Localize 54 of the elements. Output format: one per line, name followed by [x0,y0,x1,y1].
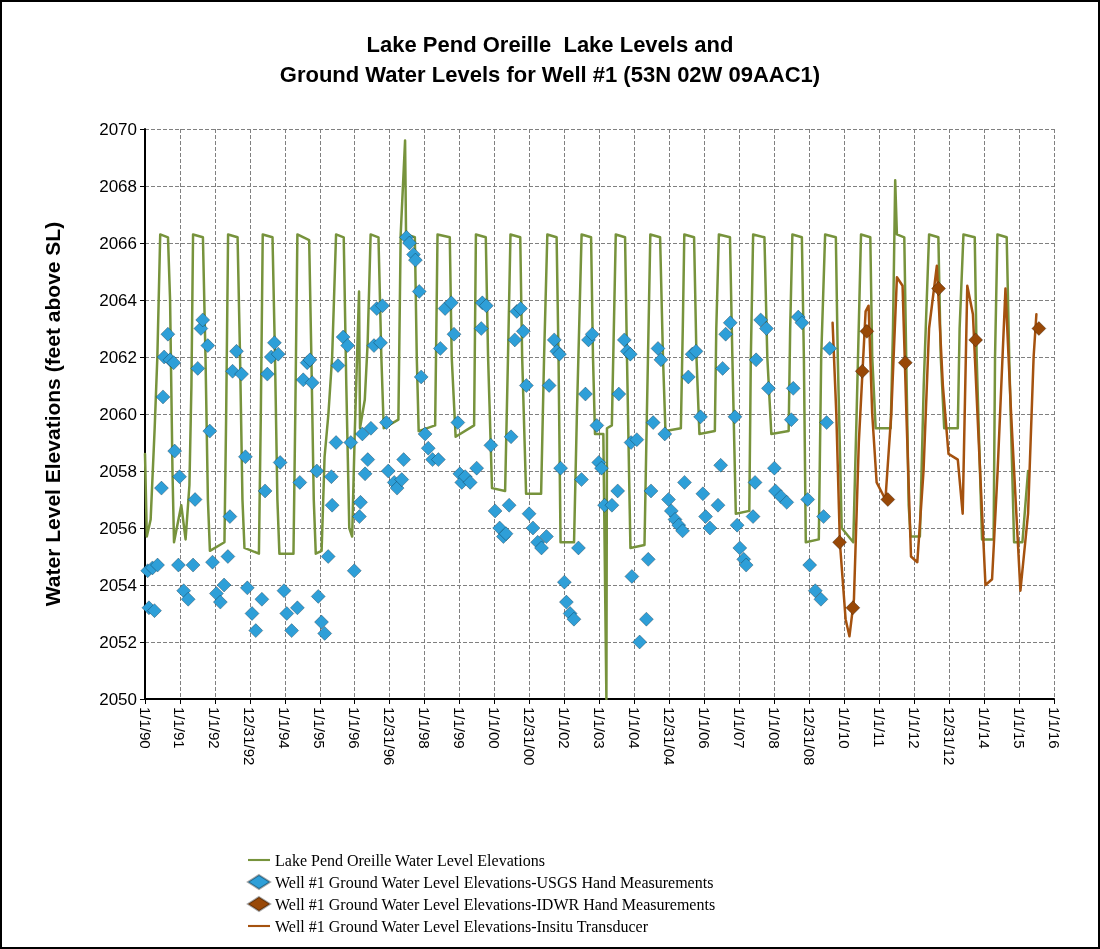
x-tick-label: 12/31/08 [800,707,818,766]
x-tick-label: 1/1/02 [556,707,574,749]
x-tick-label: 1/1/95 [311,707,329,749]
x-tick-label: 12/31/00 [521,707,539,766]
y-tick-label: 2058 [99,461,137,481]
x-tick-label: 1/1/07 [730,707,748,749]
point [968,332,984,348]
legend-label: Well #1 Ground Water Level Elevations-IDWR Hand Measurements [275,895,716,913]
x-tick-label: 1/1/04 [625,707,643,749]
point [931,281,946,296]
y-tick-label: 2054 [99,575,137,595]
x-tick-label: 1/1/96 [346,707,364,749]
y-tick-label: 2070 [99,119,137,139]
x-tick-label: 1/1/99 [451,707,469,749]
point [854,363,870,379]
y-tick-label: 2066 [99,233,137,253]
legend-label: Well #1 Ground Water Level Elevations-USGS Hand Measurements [275,873,714,891]
y-tick-label: 2050 [99,689,137,709]
x-tick-label: 1/1/06 [695,707,713,749]
x-tick-label: 1/1/94 [276,707,294,749]
x-tick-label: 1/1/10 [835,707,853,749]
x-tick-label: 1/1/11 [870,707,888,748]
line-series [143,139,1030,701]
x-tick-label: 1/1/91 [171,707,189,749]
x-tick-label: 1/1/16 [1045,707,1063,749]
point [897,355,913,371]
y-tick-label: 2064 [99,290,137,310]
x-tick-label: 1/1/15 [1010,707,1028,749]
x-tick-label: 1/1/00 [486,707,504,749]
x-tick-label: 12/31/92 [241,707,259,766]
y-tick-label: 2062 [99,347,137,367]
y-tick-label: 2068 [99,176,137,196]
y-tick-label: 2056 [99,518,137,538]
x-tick-label: 12/31/04 [660,707,678,766]
x-tick-label: 1/1/03 [591,707,608,749]
x-tick-label: 1/1/92 [206,707,224,749]
point [832,534,847,550]
legend-label: Lake Pend Oreille Water Level Elevations [275,851,545,869]
point [859,323,875,339]
x-tick-label: 12/31/96 [381,707,399,766]
legend-label: Well #1 Ground Water Level Elevations-Insitu Transducer [275,917,649,935]
x-tick-label: 1/1/98 [416,707,434,749]
chart-title: Lake Pend Oreille Lake Levels and Ground Water Levels for Well #1 (53N 02W 09AAC1) [279,31,821,87]
x-tick-label: 1/1/12 [905,707,923,749]
y-tick-label: 2052 [99,632,137,652]
x-tick-label: 1/1/08 [765,707,783,749]
point [845,600,861,616]
x-tick-label: 1/1/90 [136,707,154,749]
point [1031,321,1047,336]
y-axis-title: Water Level Elevations (feet above SL) [41,221,64,607]
y-tick-label: 2060 [99,404,137,424]
x-tick-label: 12/31/12 [940,707,958,766]
point [880,492,896,507]
x-tick-label: 1/1/14 [975,707,993,749]
